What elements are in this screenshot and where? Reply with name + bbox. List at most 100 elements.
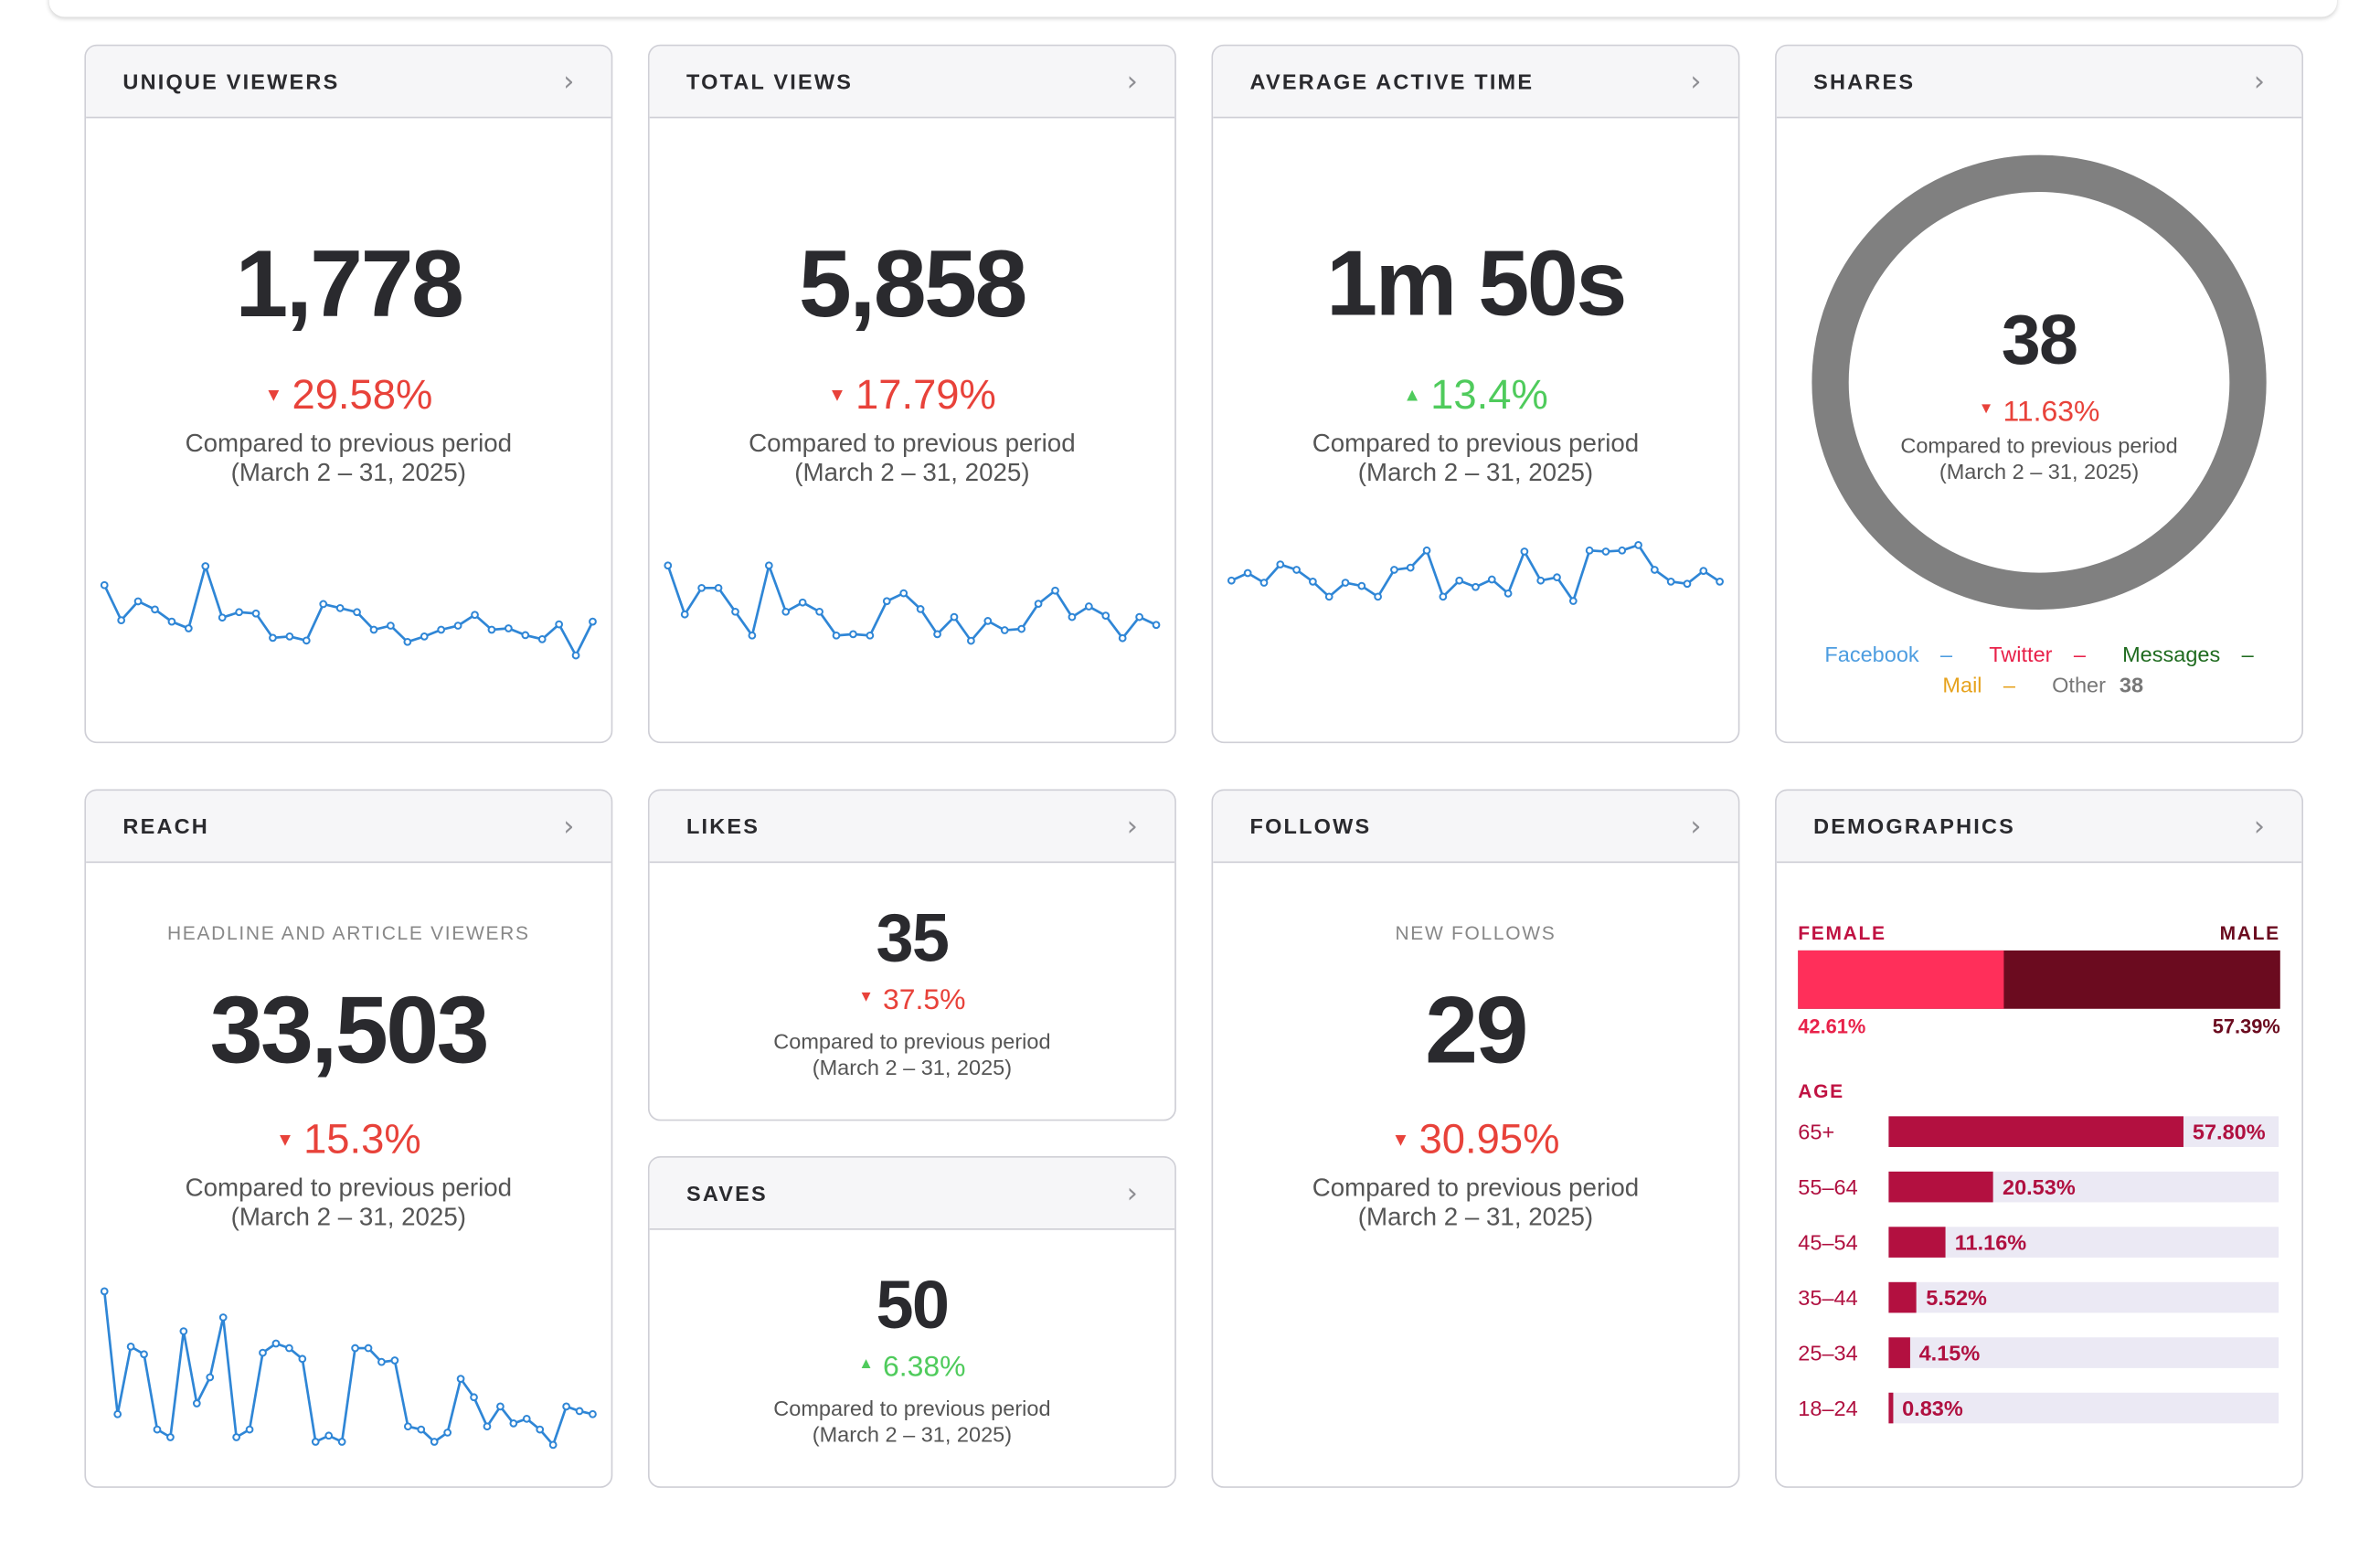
sparkline-point	[505, 624, 513, 632]
card-average-active-time: AVERAGE ACTIVE TIME › 1m 50s ▲ 13.4% Comp…	[1211, 44, 1740, 744]
card-title: UNIQUE VIEWERS	[122, 69, 340, 94]
card-header[interactable]: AVERAGE ACTIVE TIME ›	[1213, 46, 1738, 119]
metric-value: 33,503	[209, 978, 490, 1085]
card-header[interactable]: SAVES ›	[649, 1157, 1175, 1230]
sparkline-point	[1259, 579, 1269, 587]
age-bar-value: 0.83%	[1902, 1396, 1963, 1420]
legend-other[interactable]: Other 38	[2052, 672, 2144, 697]
sparkline-point	[403, 1422, 412, 1431]
age-row: 45–54 11.16%	[1798, 1227, 2280, 1258]
donut-ring-other	[1812, 154, 2267, 610]
age-range-label: 25–34	[1798, 1340, 1858, 1365]
card-reach: REACH › HEADLINE AND ARTICLE VIEWERS 33,…	[84, 789, 613, 1488]
sparkline-point	[117, 616, 126, 625]
sparkline-point	[1666, 578, 1675, 586]
card-saves: SAVES › 50 ▲ 6.38% Compared to previous p…	[647, 1156, 1176, 1488]
age-bar-track	[1888, 1171, 2279, 1203]
sparkline-point	[866, 631, 875, 640]
sparkline-point	[470, 1393, 478, 1402]
sparkline-point	[403, 637, 412, 646]
card-title: TOTAL VIEWS	[685, 69, 854, 94]
sparkline-point	[714, 583, 723, 592]
sparkline-point	[748, 631, 757, 640]
sparkline-point	[369, 625, 378, 634]
chevron-right-icon[interactable]: ›	[1690, 810, 1702, 843]
sparkline-point	[1051, 586, 1059, 595]
card-header[interactable]: REACH ›	[86, 791, 611, 864]
age-bar-value: 20.53%	[2002, 1174, 2076, 1200]
chevron-right-icon[interactable]: ›	[1126, 65, 1138, 98]
chevron-right-icon[interactable]: ›	[1126, 810, 1138, 843]
card-title: DEMOGRAPHICS	[1813, 813, 2015, 839]
card-demographics: DEMOGRAPHICS › FEMALE MALE 42.61% 57.39%…	[1775, 789, 2303, 1488]
sparkline-point	[319, 600, 328, 609]
card-title: SHARES	[1813, 69, 1916, 94]
age-bar-fill	[1888, 1227, 1946, 1258]
down-triangle-icon: ▼	[276, 1128, 294, 1151]
chevron-right-icon[interactable]: ›	[1126, 1176, 1138, 1209]
card-header[interactable]: FOLLOWS ›	[1213, 791, 1738, 864]
sparkline-point	[251, 609, 260, 618]
sparkline-point	[1341, 579, 1350, 587]
sparkline-point	[1472, 582, 1480, 591]
sparkline-point	[126, 1342, 135, 1351]
sparkline-point	[575, 1407, 584, 1416]
down-triangle-icon: ▼	[1391, 1128, 1410, 1151]
sparkline-point	[259, 1348, 267, 1357]
sparkline-point	[218, 1313, 228, 1322]
sparkline-line	[102, 1291, 593, 1448]
down-triangle-icon: ▼	[264, 383, 283, 406]
chevron-right-icon[interactable]: ›	[2253, 65, 2265, 98]
sparkline-point	[815, 607, 823, 616]
change-indicator: ▲ 13.4%	[1403, 371, 1548, 418]
sparkline-point	[100, 580, 109, 590]
card-header[interactable]: UNIQUE VIEWERS ›	[86, 46, 611, 119]
card-header[interactable]: DEMOGRAPHICS ›	[1776, 791, 2302, 864]
sparkline-point	[245, 1425, 254, 1434]
legend-twitter[interactable]: Twitter –	[1989, 642, 2086, 667]
change-indicator: ▼ 29.58%	[264, 371, 433, 418]
sparkline-point	[798, 598, 807, 607]
chevron-right-icon[interactable]: ›	[563, 65, 575, 98]
age-range-label: 18–24	[1798, 1396, 1858, 1420]
card-header[interactable]: LIKES ›	[649, 791, 1175, 864]
sparkline-point	[311, 1438, 320, 1446]
sparkline-point	[420, 632, 429, 641]
sparkline-point	[1276, 560, 1285, 568]
sparkline-chart	[100, 561, 597, 660]
sparkline-point	[1357, 581, 1366, 590]
change-indicator: ▼ 37.5%	[858, 983, 966, 1017]
legend-messages[interactable]: Messages –	[2122, 642, 2254, 667]
sparkline-point	[364, 1344, 373, 1353]
sparkline-point	[548, 1440, 558, 1450]
sparkline-point	[967, 636, 975, 645]
age-row: 25–34 4.15%	[1798, 1337, 2280, 1368]
age-row: 35–44 5.52%	[1798, 1281, 2280, 1313]
sparkline-point	[1374, 592, 1382, 601]
sparkline-point	[1601, 547, 1610, 556]
card-total-views: TOTAL VIEWS › 5,858 ▼ 17.79% Compared to …	[647, 44, 1176, 744]
age-bar-fill	[1888, 1392, 1894, 1424]
sparkline-point	[153, 1425, 162, 1434]
chevron-right-icon[interactable]: ›	[2253, 810, 2265, 843]
chevron-right-icon[interactable]: ›	[1690, 65, 1702, 98]
sparkline-point	[764, 561, 773, 570]
shares-legend: Facebook – Twitter – Messages – Mail – O…	[1777, 639, 2302, 700]
age-bar-fill	[1888, 1116, 2183, 1147]
sparkline-point	[1650, 566, 1659, 574]
change-indicator: ▼ 17.79%	[827, 371, 996, 418]
legend-mail[interactable]: Mail –	[1942, 672, 2015, 697]
sparkline-point	[271, 1339, 281, 1348]
chevron-right-icon[interactable]: ›	[563, 810, 575, 843]
male-label: MALE	[2219, 922, 2280, 945]
sparkline-point	[589, 617, 597, 626]
female-label: FEMALE	[1798, 922, 1886, 945]
sparkline-line	[103, 561, 594, 659]
card-header[interactable]: SHARES ›	[1776, 46, 2302, 119]
sparkline-point	[1118, 633, 1127, 643]
sparkline-point	[167, 617, 176, 626]
card-header[interactable]: TOTAL VIEWS ›	[649, 46, 1175, 119]
legend-facebook[interactable]: Facebook –	[1824, 642, 1953, 667]
sparkline-point	[456, 1375, 465, 1384]
